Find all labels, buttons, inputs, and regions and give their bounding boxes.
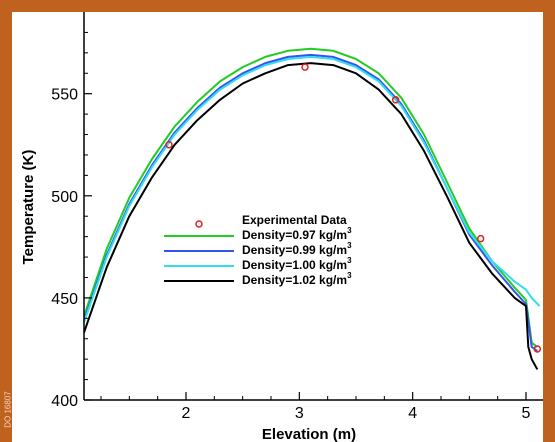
y-tick-label: 500: [51, 189, 78, 206]
experimental-point: [476, 234, 485, 243]
x-tick-label: 2: [182, 405, 191, 422]
ticks: 2 3 4 5 400 450 500 550: [51, 31, 531, 422]
line-chart: 2 3 4 5 400 450 500 550 Elevation (m) Temperatu…: [20, 12, 543, 442]
legend-label-4: Density=1.02 kg/m3: [242, 271, 352, 287]
x-tick-label: 5: [522, 405, 531, 422]
x-tick-label: 3: [295, 405, 304, 422]
y-tick-label: 400: [51, 393, 78, 410]
series-line-3: [83, 62, 539, 370]
series-line-1: [83, 53, 538, 352]
plot-area: [83, 47, 542, 370]
watermark-text: DO 16807: [3, 391, 13, 428]
legend-label-3: Density=1.00 kg/m3: [242, 256, 352, 272]
series-line-2: [83, 55, 541, 323]
experimental-point: [301, 63, 309, 71]
legend-marker-circle: [195, 220, 203, 228]
experimental-point: [533, 345, 542, 353]
legend-label-0: Experimental Data: [242, 213, 347, 227]
y-axis-title: Temperature (K): [20, 150, 37, 265]
legend-label-1: Density=0.97 kg/m3: [242, 226, 352, 242]
legend-label-2: Density=0.99 kg/m3: [242, 241, 352, 257]
x-axis-title: Elevation (m): [262, 426, 356, 442]
x-tick-label: 4: [408, 405, 417, 422]
experimental-point: [391, 96, 400, 104]
experimental-point: [165, 140, 173, 149]
y-tick-label: 450: [51, 291, 78, 308]
axes: [83, 12, 543, 401]
y-tick-label: 550: [51, 87, 78, 104]
chart-frame: 2 3 4 5 400 450 500 550 Elevation (m) Temperatu…: [12, 12, 543, 442]
series-line-0: [83, 47, 538, 348]
